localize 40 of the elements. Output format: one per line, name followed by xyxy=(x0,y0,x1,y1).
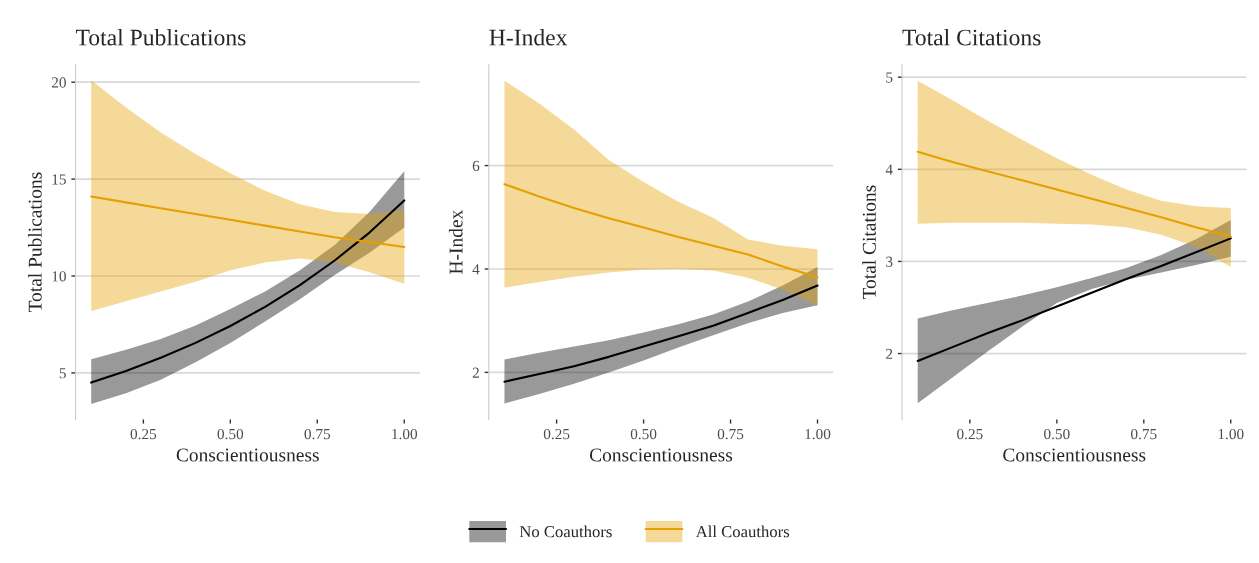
y-tick-label: 3 xyxy=(886,256,893,267)
y-axis-title: Total Citations xyxy=(862,185,876,300)
chart-title: Total Citations xyxy=(902,28,1041,46)
x-tick-label: 0.25 xyxy=(543,428,570,440)
x-tick-label: 0.75 xyxy=(1131,428,1157,440)
y-tick-label: 4 xyxy=(885,164,893,175)
chart-title: Total Publications xyxy=(75,28,246,46)
y-axis-title: H-Index xyxy=(448,209,463,274)
x-tick-label: 1.00 xyxy=(392,428,418,440)
y-tick-label: 2 xyxy=(472,367,479,378)
y-tick-label: 5 xyxy=(886,72,893,83)
x-tick-label: 1.00 xyxy=(1218,428,1244,440)
line-series xyxy=(90,195,406,248)
legend-label: No Coauthors xyxy=(519,525,612,538)
y-tick-label: 10 xyxy=(52,271,66,282)
x-tick-label: 1.00 xyxy=(805,428,831,440)
line-series xyxy=(916,150,1232,238)
chart-title: H-Index xyxy=(489,28,568,46)
line-series xyxy=(503,284,819,383)
x-tick-label: 0.50 xyxy=(630,428,657,440)
y-tick-label: 5 xyxy=(59,368,66,379)
x-tick-label: 0.50 xyxy=(1044,428,1070,440)
x-tick-label: 0.75 xyxy=(304,428,331,440)
y-tick-label: 2 xyxy=(886,348,893,359)
x-tick-label: 0.50 xyxy=(217,428,244,440)
y-tick-label: 20 xyxy=(51,77,66,88)
legend-label: All Coauthors xyxy=(695,525,790,538)
y-tick-label: 4 xyxy=(472,264,480,275)
x-axis-title: Conscientiousness xyxy=(589,448,733,462)
x-tick-label: 0.25 xyxy=(130,428,157,440)
line-series xyxy=(503,183,819,279)
y-tick-label: 6 xyxy=(472,160,480,172)
x-axis-title: Conscientiousness xyxy=(1003,448,1146,462)
line-series xyxy=(916,237,1232,362)
x-axis-title: Conscientiousness xyxy=(176,448,319,462)
x-tick-label: 0.75 xyxy=(717,428,744,440)
x-tick-label: 0.25 xyxy=(957,428,983,440)
y-tick-label: 15 xyxy=(52,174,66,185)
y-axis-title: Total Publications xyxy=(28,172,42,313)
line-series xyxy=(90,199,406,384)
